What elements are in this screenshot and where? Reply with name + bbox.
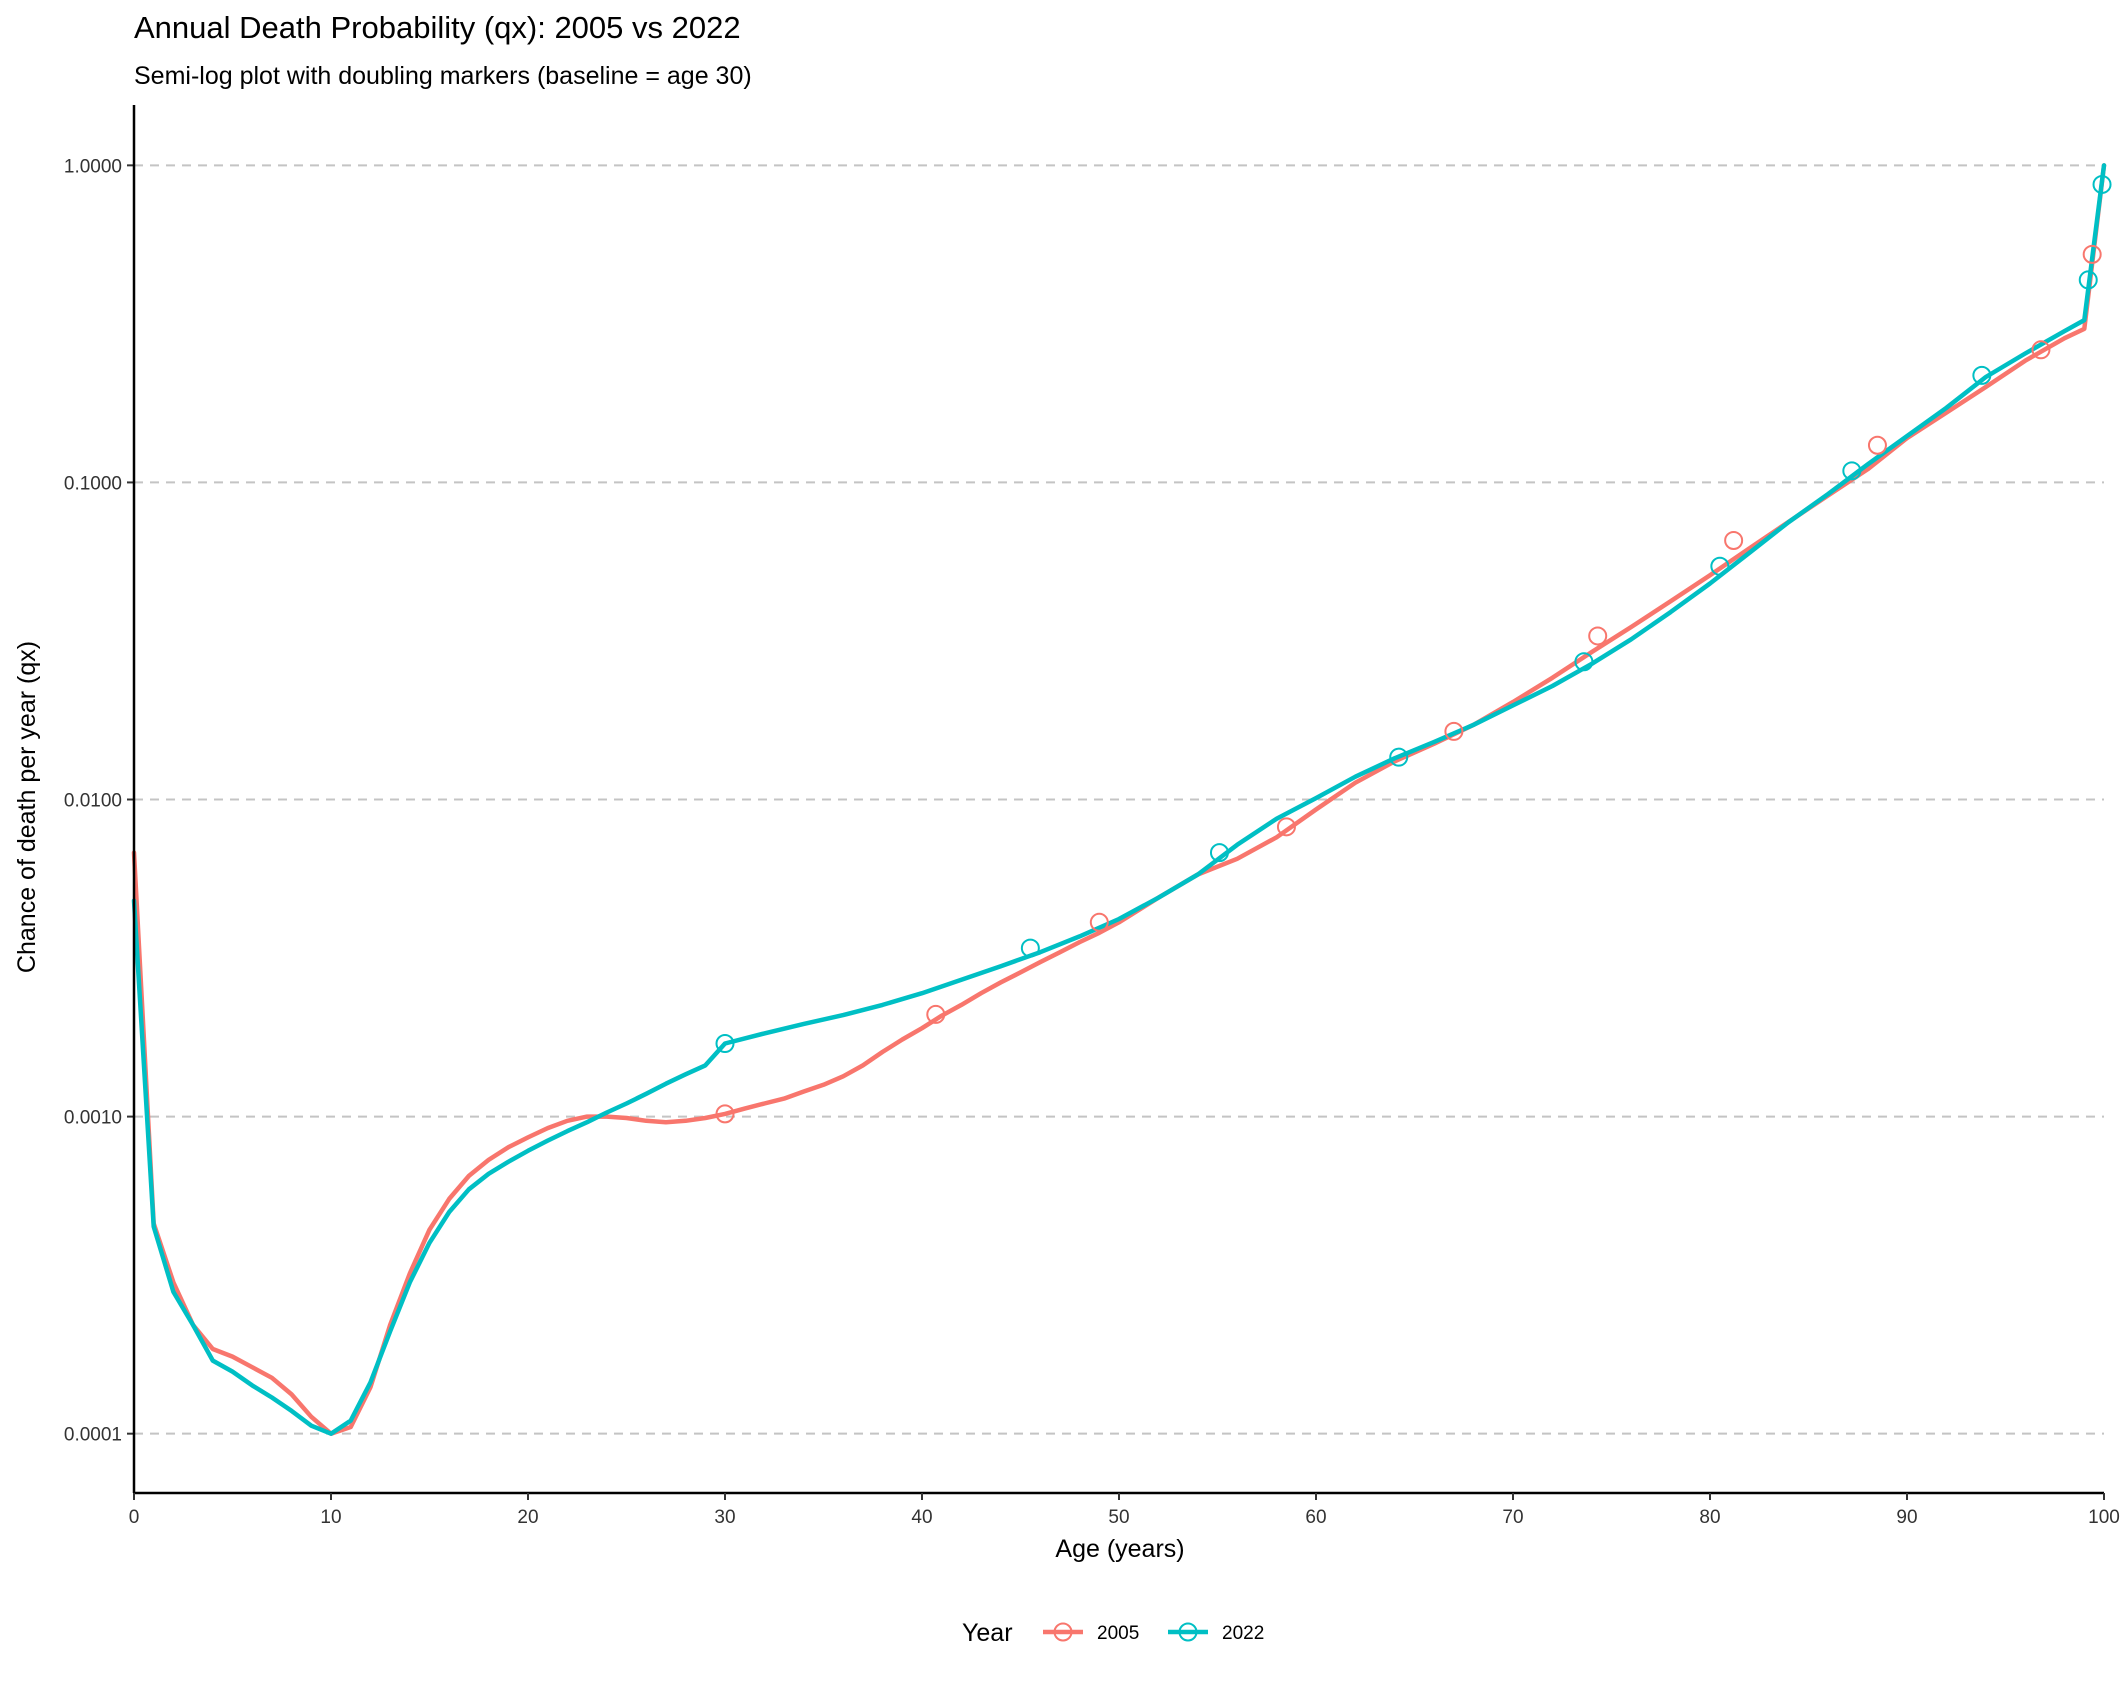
doubling-marker-2022: [1710, 556, 1730, 576]
series-line-2022: [131, 163, 2107, 1436]
y-tick-label: 0.1000: [64, 473, 122, 494]
doubling-marker-2022: [2092, 174, 2112, 194]
x-tick-label: 10: [320, 1507, 341, 1528]
x-tick-label: 30: [714, 1507, 735, 1528]
y-axis-title: Chance of death per year (qx): [13, 641, 41, 973]
y-tick-label: 0.0001: [64, 1425, 122, 1446]
doubling-marker-2022: [1389, 747, 1409, 767]
chart-subtitle: Semi-log plot with doubling markers (bas…: [134, 62, 752, 90]
doubling-marker-2005: [926, 1004, 946, 1024]
x-tick-label: 60: [1305, 1507, 1326, 1528]
legend-key-marker-2022: [1178, 1622, 1198, 1642]
x-tick-label: 100: [2088, 1507, 2120, 1528]
doubling-marker-2005: [1588, 626, 1608, 646]
x-tick-label: 20: [517, 1507, 538, 1528]
doubling-marker-2022: [1020, 938, 1040, 958]
legend-key-marker-2005: [1053, 1622, 1073, 1642]
series-lines: [131, 163, 2107, 1436]
grid: [134, 164, 2104, 1435]
x-tick-label: 50: [1108, 1507, 1129, 1528]
doubling-markers: [715, 174, 2112, 1124]
doubling-marker-2005: [1276, 817, 1296, 837]
x-tick-label: 80: [1699, 1507, 1720, 1528]
y-tick-label: 1.0000: [64, 156, 122, 177]
x-tick-label: 90: [1896, 1507, 1917, 1528]
doubling-marker-2005: [1089, 912, 1109, 932]
x-axis-title: Age (years): [1055, 1535, 1184, 1563]
doubling-marker-2005: [1867, 435, 1887, 455]
x-tick-label: 70: [1502, 1507, 1523, 1528]
doubling-marker-2022: [1842, 461, 1862, 481]
doubling-marker-2005: [2031, 340, 2051, 360]
doubling-marker-2022: [715, 1034, 735, 1054]
legend: Year 2005 2022: [962, 1619, 1264, 1647]
x-tick-label: 40: [911, 1507, 932, 1528]
legend-label-2022: 2022: [1222, 1623, 1264, 1644]
doubling-marker-2022: [1574, 652, 1594, 672]
doubling-marker-2005: [1724, 530, 1744, 550]
y-tick-label: 0.0100: [64, 791, 122, 812]
y-tick-label: 0.0010: [64, 1108, 122, 1129]
doubling-marker-2005: [1444, 721, 1464, 741]
legend-label-2005: 2005: [1097, 1623, 1139, 1644]
doubling-marker-2005: [715, 1104, 735, 1124]
x-tick-label: 0: [129, 1507, 140, 1528]
doubling-marker-2005: [2082, 244, 2102, 264]
chart-title: Annual Death Probability (qx): 2005 vs 2…: [134, 10, 741, 45]
doubling-marker-2022: [2078, 270, 2098, 290]
legend-title: Year: [962, 1619, 1013, 1647]
axes: 0.0001 0.0010 0.0100 0.1000 1.0000 0 10 20 30 40 5…: [64, 105, 2120, 1528]
doubling-marker-2022: [1209, 843, 1229, 863]
doubling-marker-2022: [1972, 365, 1992, 385]
